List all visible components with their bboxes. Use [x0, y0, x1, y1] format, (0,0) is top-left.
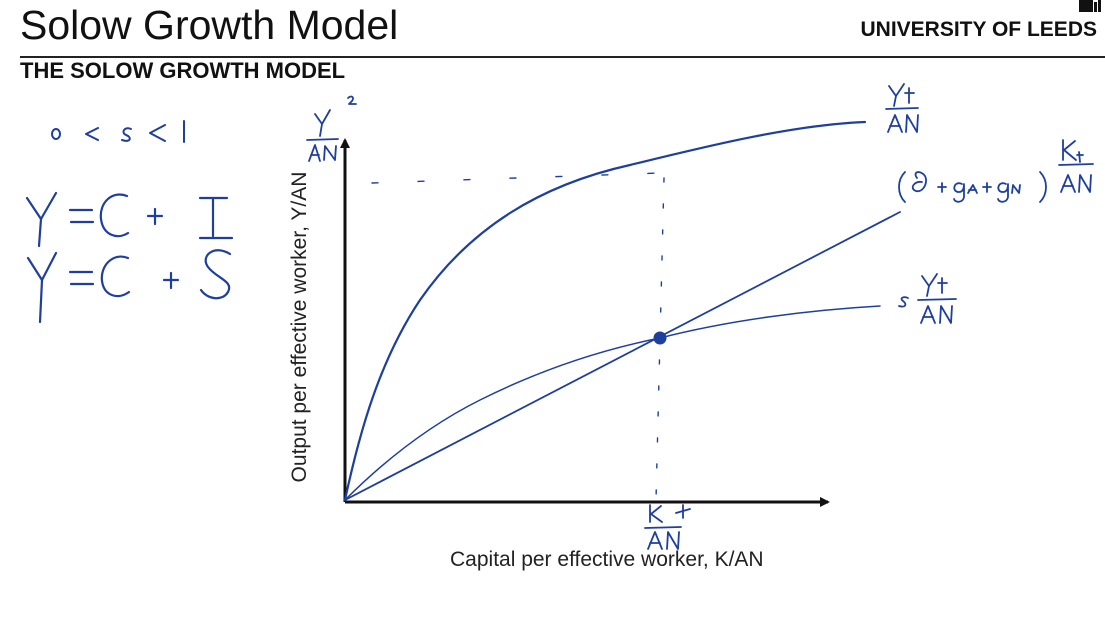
dashed-capital-guide — [655, 177, 665, 501]
header-divider — [20, 56, 1105, 58]
handwritten-break-even-label — [898, 139, 1094, 203]
handwritten-production-label — [885, 83, 919, 133]
handwritten-savings-label — [898, 273, 957, 324]
handwritten-savings-identity — [26, 249, 232, 324]
university-brand: UNIVERSITY OF LEEDS — [860, 18, 1098, 41]
university-crest-icon — [1079, 0, 1101, 12]
break-even-investment-line — [344, 211, 901, 501]
slide-title: Solow Growth Model — [20, 2, 399, 48]
savings-curve — [344, 305, 881, 501]
handwritten-y-axis-label — [306, 95, 357, 162]
y-axis-label: Output per effective worker, Y/AN — [288, 171, 311, 483]
handwritten-income-identity — [25, 191, 234, 248]
x-axis-label: Capital per effective worker, K/AN — [450, 548, 764, 571]
handwritten-steady-state-capital-label — [644, 504, 691, 550]
section-subtitle: THE SOLOW GROWTH MODEL — [20, 58, 346, 83]
steady-state-point — [653, 331, 667, 345]
production-curve — [343, 120, 867, 502]
handwritten-savings-range — [51, 120, 185, 143]
dashed-output-guide — [371, 172, 661, 184]
